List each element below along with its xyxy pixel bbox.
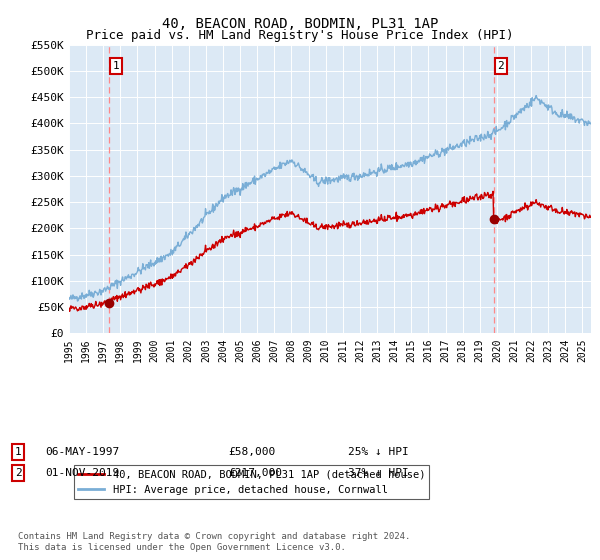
Text: 2: 2 xyxy=(14,468,22,478)
Text: 2: 2 xyxy=(497,61,504,71)
Text: 1: 1 xyxy=(14,447,22,457)
Text: 01-NOV-2019: 01-NOV-2019 xyxy=(45,468,119,478)
Text: 06-MAY-1997: 06-MAY-1997 xyxy=(45,447,119,457)
Text: 25% ↓ HPI: 25% ↓ HPI xyxy=(348,447,409,457)
Text: Price paid vs. HM Land Registry's House Price Index (HPI): Price paid vs. HM Land Registry's House … xyxy=(86,29,514,42)
Legend: 40, BEACON ROAD, BODMIN, PL31 1AP (detached house), HPI: Average price, detached: 40, BEACON ROAD, BODMIN, PL31 1AP (detac… xyxy=(74,465,430,499)
Text: £58,000: £58,000 xyxy=(228,447,275,457)
Text: Contains HM Land Registry data © Crown copyright and database right 2024.
This d: Contains HM Land Registry data © Crown c… xyxy=(18,532,410,552)
Text: 37% ↓ HPI: 37% ↓ HPI xyxy=(348,468,409,478)
Text: 1: 1 xyxy=(113,61,119,71)
Text: £217,000: £217,000 xyxy=(228,468,282,478)
Text: 40, BEACON ROAD, BODMIN, PL31 1AP: 40, BEACON ROAD, BODMIN, PL31 1AP xyxy=(162,17,438,31)
